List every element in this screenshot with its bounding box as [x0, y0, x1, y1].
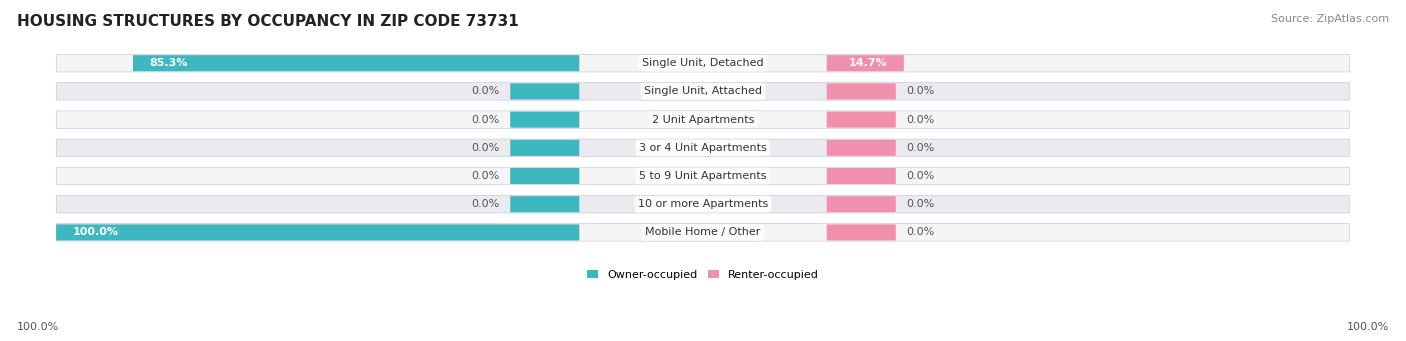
- Text: 3 or 4 Unit Apartments: 3 or 4 Unit Apartments: [640, 143, 766, 153]
- Text: 0.0%: 0.0%: [907, 86, 935, 97]
- FancyBboxPatch shape: [56, 139, 1350, 157]
- Text: 0.0%: 0.0%: [471, 86, 499, 97]
- Text: 100.0%: 100.0%: [73, 227, 118, 237]
- FancyBboxPatch shape: [56, 111, 1350, 128]
- Text: 0.0%: 0.0%: [471, 143, 499, 153]
- Text: 100.0%: 100.0%: [17, 322, 59, 332]
- FancyBboxPatch shape: [56, 167, 1350, 185]
- Legend: Owner-occupied, Renter-occupied: Owner-occupied, Renter-occupied: [582, 265, 824, 284]
- Text: 0.0%: 0.0%: [907, 227, 935, 237]
- Text: Single Unit, Attached: Single Unit, Attached: [644, 86, 762, 97]
- FancyBboxPatch shape: [827, 196, 896, 212]
- FancyBboxPatch shape: [510, 140, 579, 156]
- FancyBboxPatch shape: [56, 195, 1350, 213]
- FancyBboxPatch shape: [827, 83, 896, 100]
- FancyBboxPatch shape: [56, 224, 579, 240]
- Text: 0.0%: 0.0%: [907, 199, 935, 209]
- FancyBboxPatch shape: [827, 55, 904, 71]
- Text: Single Unit, Detached: Single Unit, Detached: [643, 58, 763, 68]
- Text: 100.0%: 100.0%: [1347, 322, 1389, 332]
- FancyBboxPatch shape: [827, 140, 896, 156]
- Text: 0.0%: 0.0%: [471, 199, 499, 209]
- FancyBboxPatch shape: [56, 83, 1350, 100]
- Text: 10 or more Apartments: 10 or more Apartments: [638, 199, 768, 209]
- FancyBboxPatch shape: [134, 55, 579, 71]
- FancyBboxPatch shape: [510, 168, 579, 184]
- Text: 0.0%: 0.0%: [907, 143, 935, 153]
- Text: 0.0%: 0.0%: [907, 171, 935, 181]
- Text: 5 to 9 Unit Apartments: 5 to 9 Unit Apartments: [640, 171, 766, 181]
- FancyBboxPatch shape: [510, 83, 579, 100]
- Text: 0.0%: 0.0%: [471, 115, 499, 124]
- Text: Mobile Home / Other: Mobile Home / Other: [645, 227, 761, 237]
- FancyBboxPatch shape: [510, 196, 579, 212]
- FancyBboxPatch shape: [827, 224, 896, 240]
- FancyBboxPatch shape: [827, 112, 896, 128]
- FancyBboxPatch shape: [827, 168, 896, 184]
- Text: HOUSING STRUCTURES BY OCCUPANCY IN ZIP CODE 73731: HOUSING STRUCTURES BY OCCUPANCY IN ZIP C…: [17, 14, 519, 29]
- Text: 0.0%: 0.0%: [907, 115, 935, 124]
- Text: 14.7%: 14.7%: [848, 58, 887, 68]
- FancyBboxPatch shape: [56, 224, 1350, 241]
- FancyBboxPatch shape: [56, 55, 1350, 72]
- Text: Source: ZipAtlas.com: Source: ZipAtlas.com: [1271, 14, 1389, 24]
- Text: 2 Unit Apartments: 2 Unit Apartments: [652, 115, 754, 124]
- Text: 0.0%: 0.0%: [471, 171, 499, 181]
- FancyBboxPatch shape: [510, 112, 579, 128]
- Text: 85.3%: 85.3%: [149, 58, 188, 68]
